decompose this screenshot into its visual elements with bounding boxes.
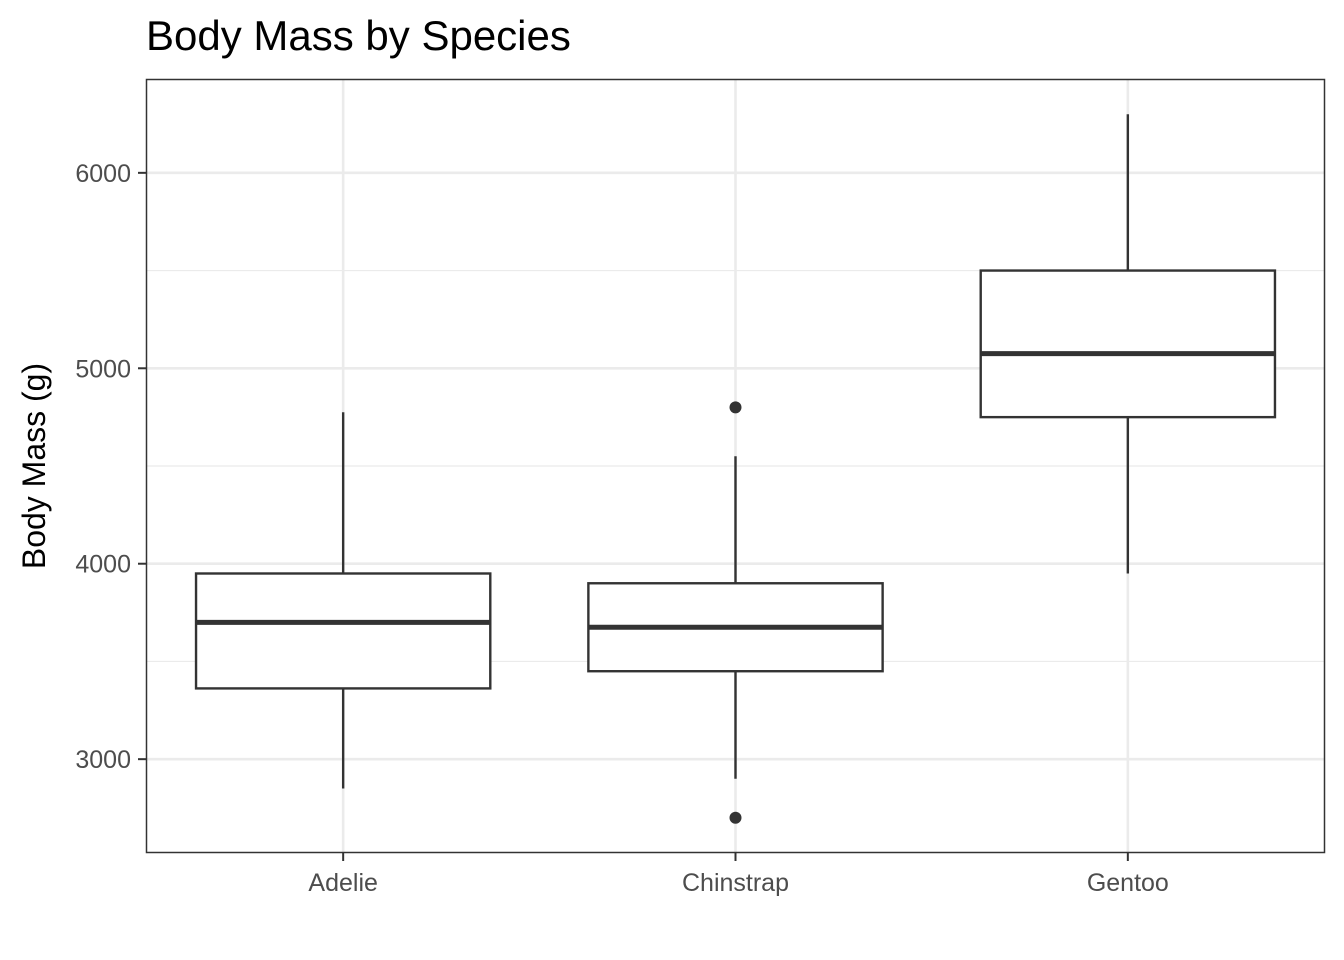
axes: 3000 4000 5000 6000 Adelie Chinstrap Gentoo	[75, 160, 1168, 897]
outlier-point-chinstrap	[729, 811, 742, 824]
x-tick-label: Adelie	[308, 869, 378, 897]
x-tick-label: Gentoo	[1087, 869, 1169, 897]
x-tick-label: Chinstrap	[682, 869, 789, 897]
box-gentoo	[979, 269, 1277, 419]
y-tick-label: 3000	[75, 746, 131, 774]
y-axis-title: Body Mass (g)	[16, 363, 52, 569]
boxplot-marks	[194, 114, 1277, 824]
y-tick-label: 4000	[75, 551, 131, 579]
y-tick-label: 6000	[75, 160, 131, 188]
box-adelie	[194, 572, 492, 690]
chart-title: Body Mass by Species	[146, 12, 571, 59]
y-tick-label: 5000	[75, 355, 131, 383]
outlier-point-chinstrap	[729, 401, 742, 414]
